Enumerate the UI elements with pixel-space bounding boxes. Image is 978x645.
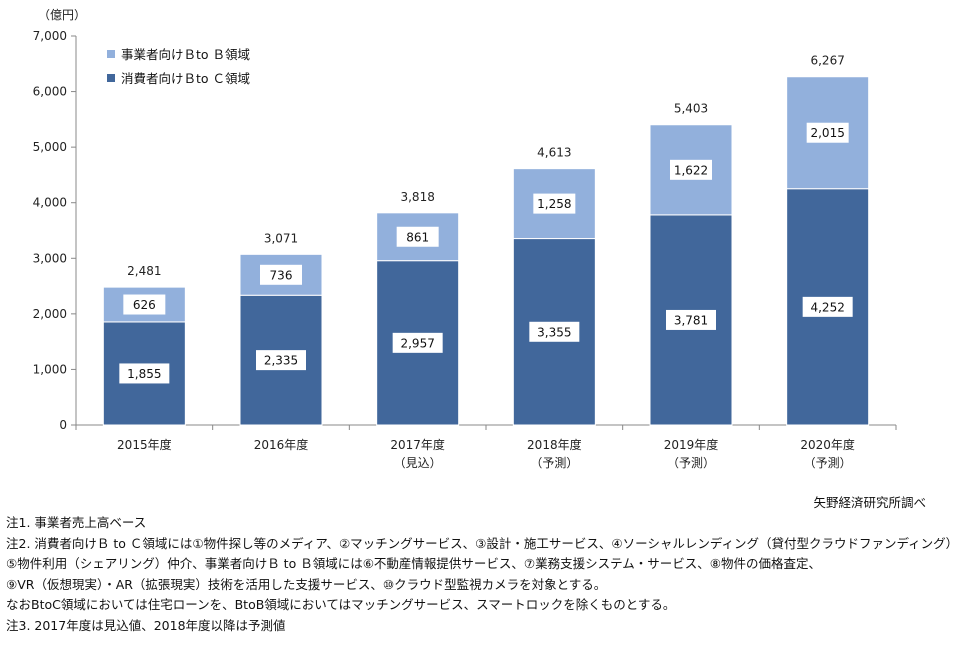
data-label-box [119, 363, 170, 384]
y-tick-label: 1,000 [33, 362, 67, 376]
total-label: 4,613 [537, 146, 571, 160]
y-tick-label: 7,000 [33, 29, 67, 43]
data-label: 2,957 [400, 336, 434, 350]
data-label: 736 [270, 268, 293, 282]
note-line: 注2. 消費者向けＢ to Ｃ領域には①物件探し等のメディア、②マッチングサービ… [6, 535, 959, 551]
y-axis-unit-label: （億円） [38, 8, 86, 22]
source-credit: 矢野経済研究所調べ [813, 495, 926, 510]
y-tick-label: 5,000 [33, 140, 67, 154]
data-label: 1,258 [537, 197, 571, 211]
y-tick-label: 2,000 [33, 307, 67, 321]
data-label-box [666, 309, 716, 330]
data-label: 4,252 [810, 300, 844, 314]
legend-label: 消費者向けＢto Ｃ領域 [121, 71, 250, 86]
data-label-box [392, 332, 443, 353]
note-line: 注1. 事業者売上高ベース [6, 515, 147, 530]
bars: 1,855 626 2,481 2,335 736 3,071 2,957 861 3,818 3… [102, 54, 870, 426]
data-label-box [533, 193, 576, 214]
data-label: 3,355 [537, 325, 571, 339]
x-tick-label: 2018年度 [527, 437, 582, 452]
y-tick-label: 0 [59, 418, 67, 432]
x-tick-label: 2020年度 [800, 437, 855, 452]
total-label: 2,481 [127, 264, 161, 278]
data-label-box [123, 294, 166, 315]
data-label-box [670, 159, 712, 180]
x-tick-sublabel: （予測） [667, 456, 715, 470]
data-label-box [260, 264, 302, 285]
total-label: 3,818 [400, 190, 434, 204]
y-axis: 0 1,000 2,000 3,000 4,000 5,000 6,000 7,000 [33, 29, 77, 432]
x-tick-label: 2019年度 [664, 437, 719, 452]
data-label: 1,855 [127, 367, 161, 381]
legend-swatch [107, 74, 115, 82]
legend-swatch [107, 50, 115, 58]
footnotes: 注1. 事業者売上高ベース 注2. 消費者向けＢ to Ｃ領域には①物件探し等の… [6, 513, 972, 636]
y-tick-label: 3,000 [33, 251, 67, 265]
data-label-box [802, 296, 853, 317]
y-tick-label: 6,000 [33, 85, 67, 99]
data-label: 626 [133, 298, 156, 312]
data-label: 861 [406, 230, 429, 244]
note-line: ⑨VR（仮想現実）・AR（拡張現実）技術を活用した支援サービス、⑩クラウド型監視… [6, 576, 607, 592]
x-tick-sublabel: （見込） [394, 456, 442, 470]
total-label: 3,071 [264, 231, 298, 245]
total-label: 6,267 [810, 54, 844, 68]
stacked-bar-chart: （億円） 0 1,000 2,000 3,000 4,000 5,000 6,000 7,00… [33, 8, 897, 470]
data-label: 2,015 [810, 126, 844, 140]
data-label: 3,781 [674, 313, 708, 327]
data-label-box [806, 122, 849, 143]
x-tick-sublabel: （予測） [530, 456, 578, 470]
total-label: 5,403 [674, 102, 708, 116]
data-label-box [256, 350, 306, 371]
x-tick-label: 2016年度 [254, 437, 309, 452]
x-tick-sublabel: （予測） [804, 456, 852, 470]
note-line: 注3. 2017年度は見込値、2018年度以降は予測値 [6, 617, 286, 633]
data-label: 1,622 [674, 163, 708, 177]
x-tick-label: 2017年度 [390, 437, 445, 452]
note-line: なおBtoC領域においては住宅ローンを、BtoB領域においてはマッチングサービス… [6, 597, 676, 612]
x-axis: 2015年度 2016年度 2017年度 （見込） 2018年度 （予測） 2019年度 （予… [75, 424, 897, 470]
data-label-box [396, 226, 439, 247]
data-label: 2,335 [264, 354, 298, 368]
note-line: ⑤物件利用（シェアリング）仲介、事業者向けＢ to Ｂ領域には⑥不動産情報提供サ… [6, 556, 821, 571]
data-label-box [529, 321, 580, 342]
legend-label: 事業者向けＢto Ｂ領域 [121, 47, 250, 62]
x-tick-label: 2015年度 [117, 437, 172, 452]
y-tick-label: 4,000 [33, 196, 67, 210]
